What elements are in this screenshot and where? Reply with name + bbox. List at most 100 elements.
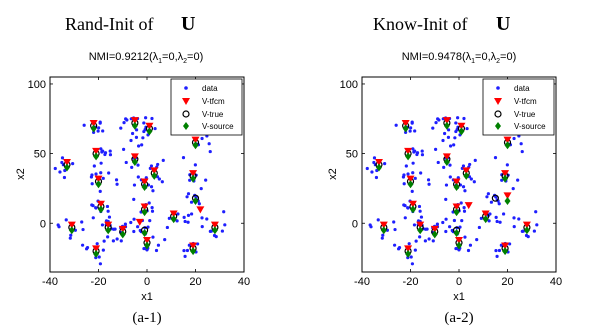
x-tick-label: -40: [42, 276, 58, 288]
v-tfcm-marker: [210, 221, 219, 229]
data-point: [197, 202, 201, 206]
v-tfcm-marker: [143, 236, 151, 244]
v-source-marker: [146, 127, 153, 136]
v-source-marker: [170, 215, 177, 224]
data-point: [426, 178, 431, 182]
legend-source-label: V-source: [202, 122, 234, 131]
v-tfcm-marker: [135, 218, 144, 226]
v-source-marker: [453, 229, 460, 237]
data-point: [410, 189, 414, 194]
data-point: [94, 206, 98, 210]
x-tick-label: -40: [354, 276, 370, 288]
data-point: [403, 216, 407, 220]
data-point: [108, 149, 112, 153]
data-point: [64, 218, 68, 222]
v-source-marker: [504, 141, 511, 150]
v-source-marker: [375, 163, 382, 172]
data-point: [479, 216, 483, 220]
x-tick-label: 20: [501, 276, 513, 288]
v-tfcm-marker: [406, 175, 415, 183]
data-point: [132, 183, 137, 187]
v-tfcm-marker: [118, 225, 127, 233]
v-source-marker: [90, 124, 97, 133]
data-point: [57, 225, 61, 229]
v-source-marker: [405, 152, 412, 161]
data-point: [412, 150, 416, 154]
data-point: [123, 222, 127, 226]
data-point: [462, 209, 467, 213]
data-point: [419, 215, 424, 219]
data-point: [188, 178, 192, 182]
data-point: [204, 178, 208, 182]
v-tfcm-marker: [62, 158, 71, 166]
data-point: [454, 121, 458, 125]
data-point: [150, 209, 155, 213]
data-point: [106, 209, 110, 213]
data-point: [411, 147, 415, 151]
data-point: [199, 187, 203, 191]
legend-source-marker: [183, 122, 189, 130]
data-point: [427, 182, 431, 186]
data-point: [461, 185, 466, 189]
data-point: [136, 163, 140, 167]
v-source-marker: [417, 226, 424, 235]
data-point: [453, 136, 457, 140]
data-point: [412, 223, 417, 227]
data-point: [431, 239, 435, 243]
v-source-marker: [151, 171, 158, 180]
v-source-marker: [190, 247, 197, 256]
v-source-marker: [190, 174, 197, 183]
data-point: [498, 220, 502, 224]
v-source-marker: [141, 183, 148, 192]
data-point: [454, 246, 458, 251]
data-point: [134, 135, 139, 139]
data-point: [409, 126, 413, 130]
data-point: [397, 247, 401, 251]
data-point: [205, 217, 209, 221]
data-point: [462, 205, 466, 210]
data-point: [486, 192, 490, 196]
legend-true-label: V-true: [202, 110, 224, 119]
data-point: [420, 149, 424, 153]
chart-title: NMI=0.9212(λ1=0,λ2=0): [89, 51, 204, 65]
chart-title: NMI=0.9478(λ1=0,λ2=0): [402, 51, 517, 65]
legend: data V-tfcm V-true V-source: [482, 78, 555, 136]
data-point: [119, 126, 123, 130]
data-point: [94, 172, 98, 176]
data-point: [129, 220, 133, 225]
panel-caption: (a-2): [444, 310, 473, 326]
data-point: [97, 255, 101, 259]
v-tfcm-marker: [150, 167, 159, 175]
data-point: [418, 209, 422, 213]
v-tfcm-marker: [457, 122, 466, 130]
legend-true-marker: [494, 110, 502, 118]
panel-heading-symbol: U: [181, 13, 195, 35]
data-point: [214, 235, 218, 239]
data-point: [512, 216, 516, 220]
data-point: [461, 164, 466, 168]
data-point: [463, 235, 467, 239]
data-point: [161, 158, 165, 162]
data-point: [452, 143, 456, 147]
data-point: [132, 217, 136, 221]
v-tfcm-marker: [189, 242, 198, 250]
data-point: [383, 162, 387, 166]
data-point: [369, 225, 373, 229]
v-source-marker: [192, 196, 199, 205]
data-point: [402, 182, 406, 186]
data-point: [100, 223, 105, 227]
v-source-marker: [482, 215, 489, 224]
v-source-marker: [119, 230, 126, 239]
data-point: [444, 197, 448, 202]
data-point: [193, 163, 197, 167]
data-point: [413, 248, 417, 252]
v-tfcm-marker: [522, 221, 531, 229]
v-source-marker: [105, 226, 112, 235]
data-point: [427, 237, 431, 241]
v-tfcm-marker: [104, 221, 113, 229]
data-point: [136, 225, 140, 229]
y-axis-label: x2: [15, 168, 27, 180]
data-point: [475, 238, 479, 242]
v-source-marker: [463, 171, 470, 180]
v-tfcm-marker: [408, 200, 417, 208]
